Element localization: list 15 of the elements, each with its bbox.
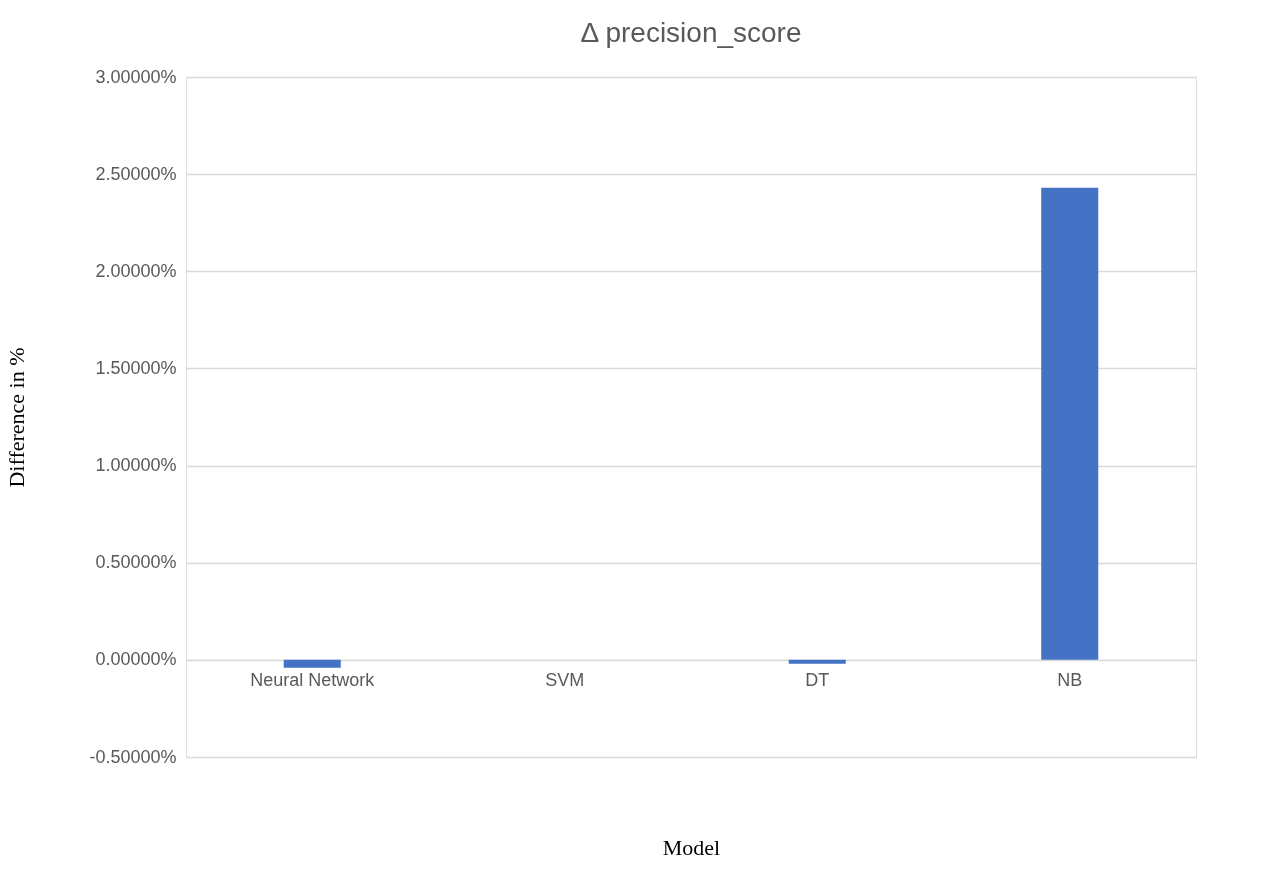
y-tick-label: 3.00000% [95,66,177,87]
chart-title: Δ precision_score [580,17,802,48]
x-tick-label: Neural Network [250,670,376,691]
x-tick-label: SVM [545,670,585,691]
x-tick-label: DT [805,670,830,691]
y-tick-label: 2.00000% [95,260,177,281]
y-tick-label: 0.00000% [95,649,177,670]
y-tick-label: 0.50000% [95,552,177,573]
y-axis-title: Difference in % [4,347,30,488]
y-tick-label: 2.50000% [95,163,177,184]
y-tick-label: 1.00000% [95,455,177,476]
y-tick-label: -0.50000% [89,746,177,767]
x-axis-title: Model [662,834,721,860]
x-tick-label: NB [1057,670,1083,691]
y-tick-label: 1.50000% [95,357,177,378]
